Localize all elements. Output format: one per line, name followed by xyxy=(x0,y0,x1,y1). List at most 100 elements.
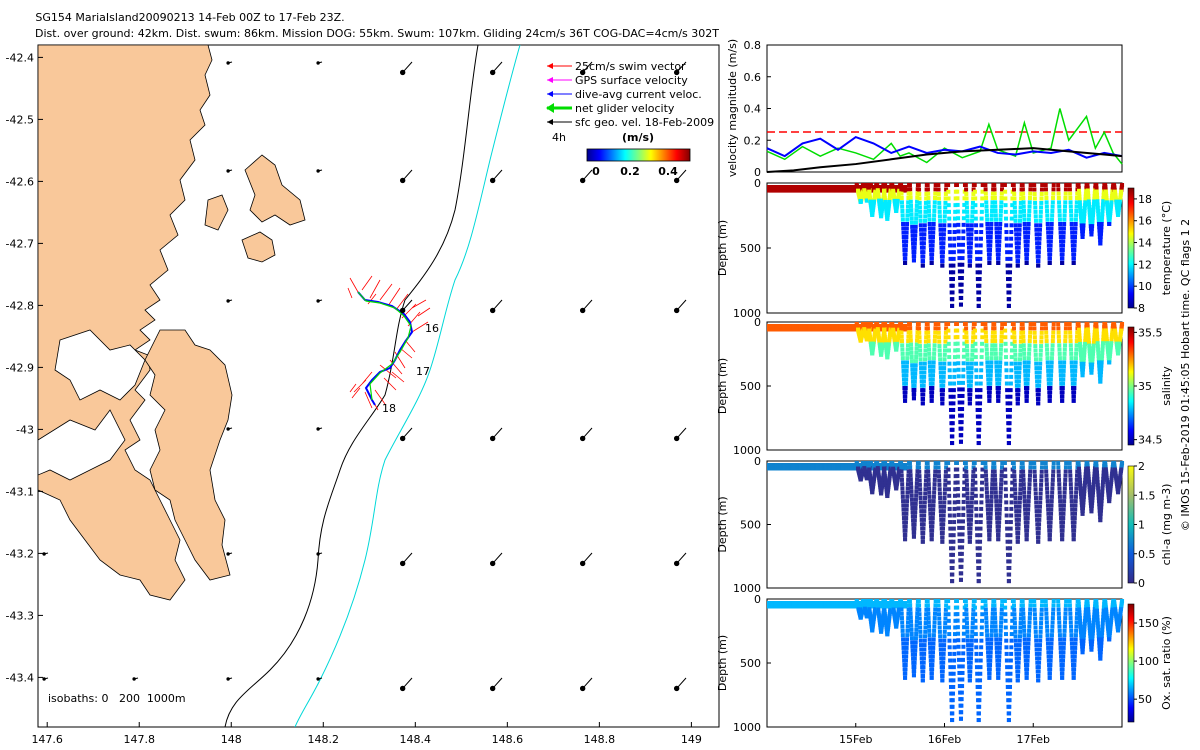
section-sample xyxy=(933,196,938,200)
legend-entry-net: net glider velocity xyxy=(546,102,675,115)
section-sample xyxy=(1062,209,1067,213)
section-sample xyxy=(1069,356,1074,361)
section-sample xyxy=(1057,347,1062,352)
section-sample xyxy=(970,209,975,214)
section-sample xyxy=(917,335,922,340)
section-sample xyxy=(953,341,958,346)
section-sample xyxy=(947,374,952,379)
section-sample xyxy=(937,205,942,210)
section-sample xyxy=(931,368,936,373)
sfc-geo-vector-head xyxy=(399,177,406,184)
section-sample xyxy=(990,334,995,339)
section-sample xyxy=(931,235,936,239)
section-sample xyxy=(1043,183,1048,187)
section-sample xyxy=(927,222,932,226)
section-sample xyxy=(1087,210,1092,215)
section-sample xyxy=(970,200,975,205)
section-sample xyxy=(870,212,875,217)
section-sample xyxy=(1105,202,1110,207)
sfc-geo-vector-head xyxy=(226,427,230,431)
section-sample xyxy=(1100,215,1105,220)
section-sample xyxy=(1058,222,1063,226)
section-sample xyxy=(1023,230,1028,235)
section-sample xyxy=(962,202,967,207)
section-sample xyxy=(1005,401,1010,406)
colorbar-title: (m/s) xyxy=(622,131,654,144)
section-sample xyxy=(1077,333,1082,338)
section-sample xyxy=(1051,322,1056,326)
section-sample xyxy=(1079,353,1084,358)
colorbar-tick-label: 35.5 xyxy=(1138,326,1163,339)
section-sample xyxy=(990,343,995,348)
section-sample xyxy=(1038,357,1043,362)
section-sample xyxy=(947,230,952,235)
section-sample xyxy=(1012,196,1017,201)
section-sample xyxy=(1098,373,1103,378)
section-sample xyxy=(1045,217,1050,222)
section-sample xyxy=(952,381,957,386)
section-sample xyxy=(1105,347,1110,352)
section-sample xyxy=(900,217,905,222)
section-sample xyxy=(1079,217,1084,222)
section-sample xyxy=(1062,356,1067,361)
dive-avg-track xyxy=(357,291,414,406)
velocity-ytick-label: 0.4 xyxy=(744,103,762,116)
section-sample xyxy=(1076,185,1081,190)
section-sample xyxy=(1004,355,1009,360)
section-sample xyxy=(1025,248,1030,252)
section-sample xyxy=(1050,343,1055,348)
section-sample xyxy=(1018,348,1023,353)
section-sample xyxy=(1107,354,1112,358)
section-sample xyxy=(925,322,930,326)
section-sample xyxy=(1105,206,1110,211)
section-sample xyxy=(1034,370,1039,375)
section-sample xyxy=(983,326,988,331)
section-sample xyxy=(979,368,984,373)
section-sample xyxy=(1009,368,1014,373)
section-sample xyxy=(975,270,980,275)
section-sample xyxy=(909,203,914,208)
section-sample xyxy=(1063,204,1068,209)
section-sample xyxy=(966,366,971,371)
section-sample xyxy=(908,195,913,200)
section-sample xyxy=(948,243,953,248)
section-sample xyxy=(1107,358,1112,363)
section-sample xyxy=(1099,360,1104,365)
section-sample xyxy=(1021,200,1026,205)
section-sample xyxy=(1081,229,1086,234)
velocity-ytick-label: 0 xyxy=(754,166,761,179)
section-sample xyxy=(1103,326,1108,331)
section-sample xyxy=(987,390,992,395)
section-sample xyxy=(908,338,913,343)
section-sample xyxy=(998,226,1003,231)
section-sample xyxy=(919,370,924,375)
section-sample xyxy=(994,226,999,231)
section-sample xyxy=(1048,243,1053,248)
section-sample xyxy=(956,229,961,234)
section-sample xyxy=(1036,254,1041,259)
section-sample xyxy=(1049,356,1054,361)
section-sample xyxy=(1104,332,1109,337)
section-sample xyxy=(1095,341,1100,346)
section-colorbar xyxy=(1127,187,1135,309)
section-sample xyxy=(1090,215,1095,220)
section-sample xyxy=(980,341,985,346)
section-sample xyxy=(978,394,983,399)
section-sample xyxy=(904,226,909,231)
section-sample xyxy=(913,220,918,225)
section-sample xyxy=(1045,356,1050,361)
section-sample xyxy=(1032,196,1037,201)
section-sample xyxy=(941,388,946,393)
section-sample xyxy=(1007,277,1012,282)
section-sample xyxy=(933,326,938,331)
section-sample xyxy=(1090,354,1095,359)
section-sample xyxy=(943,344,948,349)
section-sample xyxy=(905,351,910,356)
section-sample xyxy=(943,191,948,196)
map-x-ticks: 147.6 147.8 148 148.2 148.4 148.6 148.8 149 xyxy=(31,722,702,746)
section-sample xyxy=(950,290,955,295)
section-sample xyxy=(1060,386,1065,390)
section-sample xyxy=(1048,252,1053,257)
section-sample xyxy=(1045,226,1050,231)
